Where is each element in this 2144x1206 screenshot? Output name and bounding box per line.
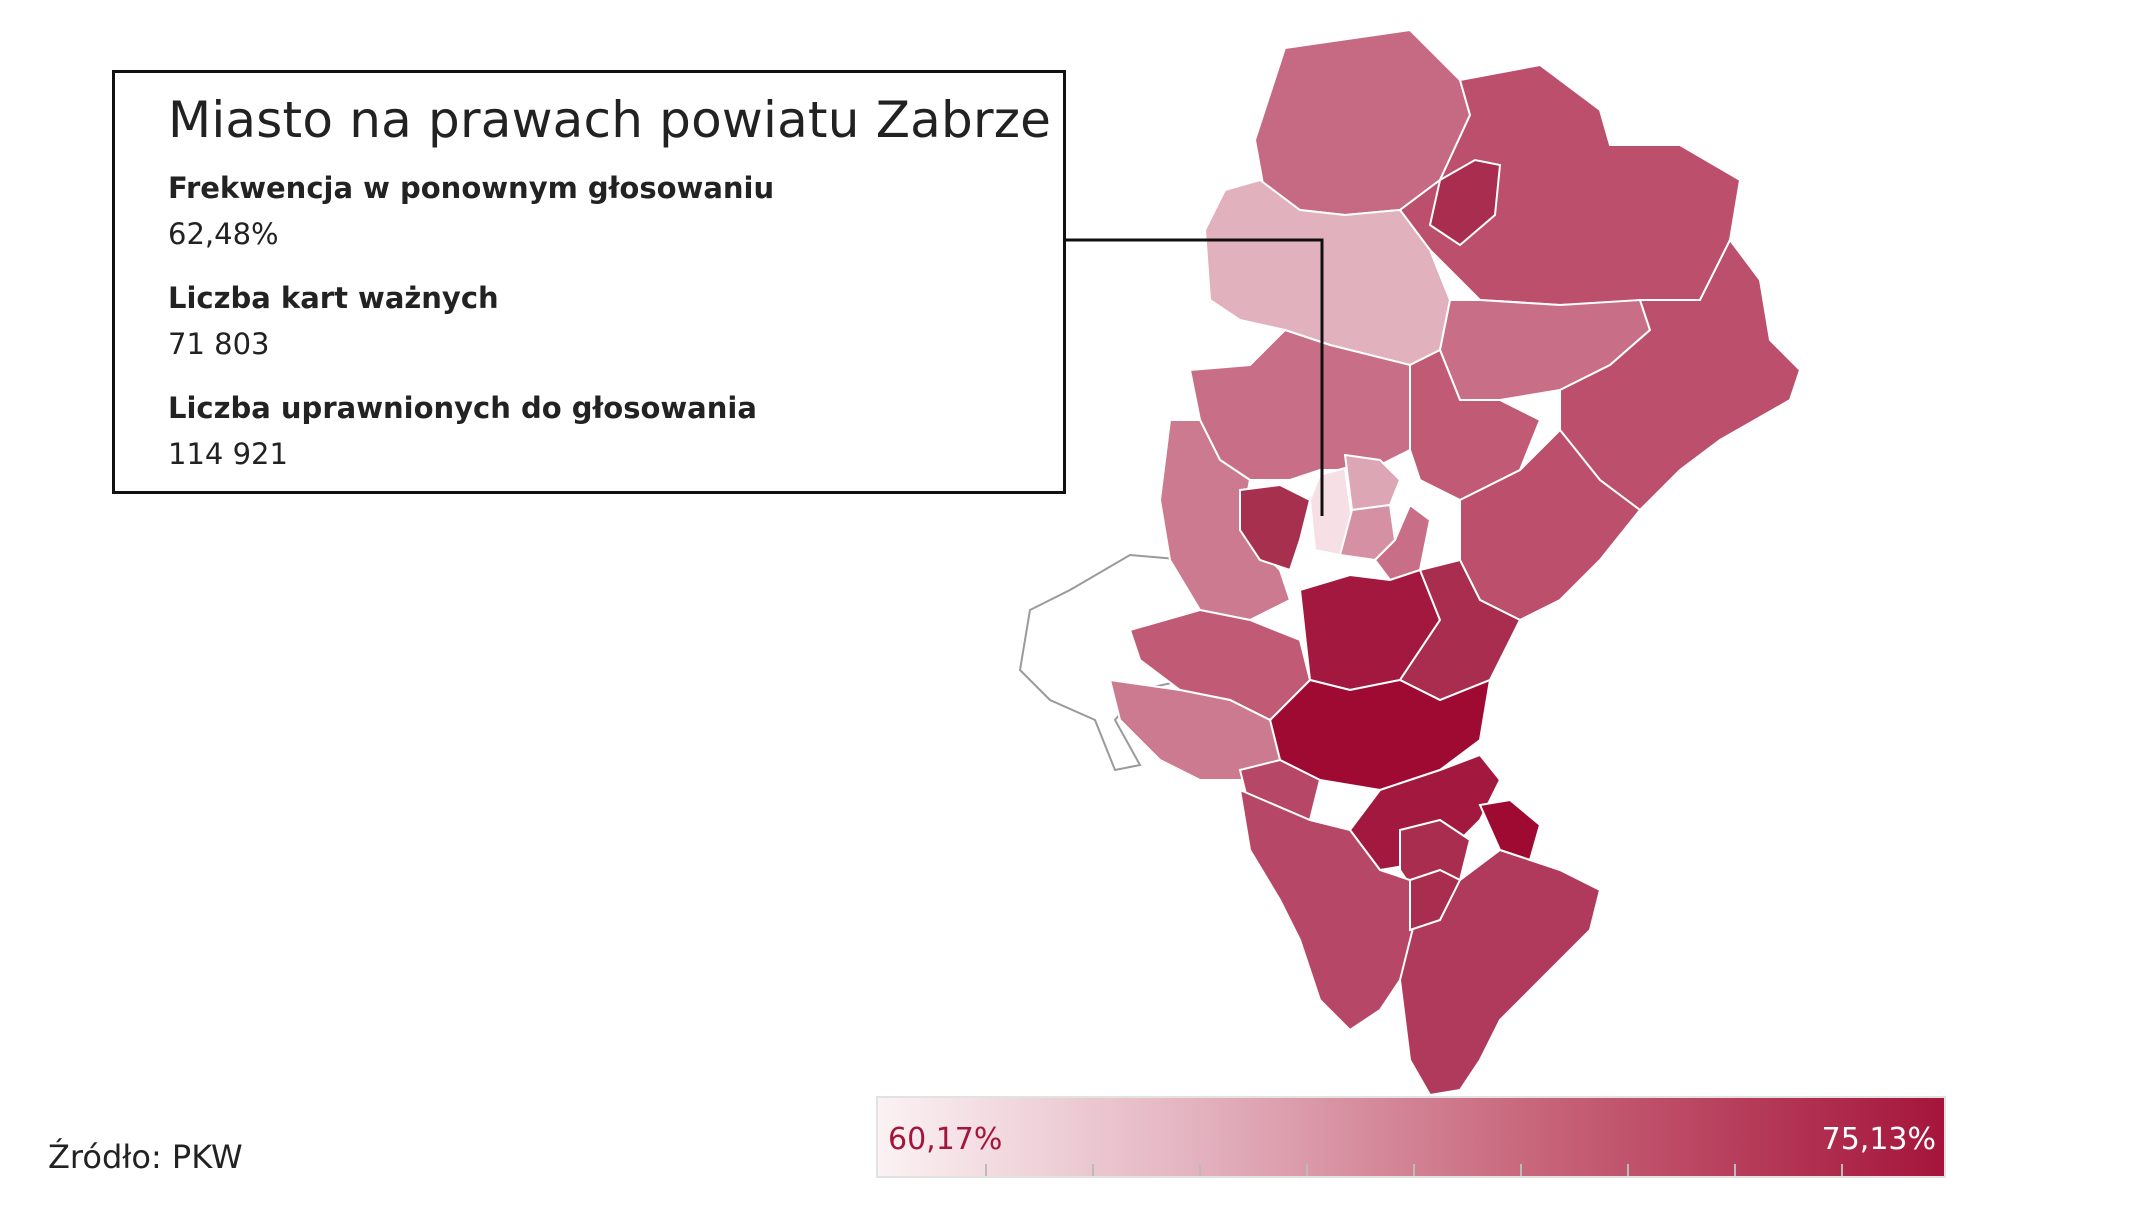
valid-ballots-value: 71 803 [168,327,270,361]
region-east-large[interactable] [1559,238,1802,512]
legend-tick [1092,1164,1094,1176]
legend-min-label: 60,17% [888,1122,1003,1157]
eligible-voters-label: Liczba uprawnionych do głosowania [168,391,757,425]
legend-tick [985,1164,987,1176]
region-south-east-mountain[interactable] [1398,848,1602,1097]
eligible-voters-value: 114 921 [168,437,288,471]
callout-leader-line [1066,238,1324,516]
region-bytom[interactable] [1343,453,1402,512]
legend-tick [1199,1164,1201,1176]
legend-tick [1306,1164,1308,1176]
region-south-e[interactable] [1409,868,1462,932]
turnout-value: 62,48% [168,217,279,251]
valid-ballots-label: Liczba kart ważnych [168,281,499,315]
region-north-east-city[interactable] [1428,158,1502,247]
source-note: Źródło: PKW [48,1138,243,1176]
region-south-west-a[interactable] [1128,608,1312,722]
region-west-mid[interactable] [1158,419,1292,622]
region-south-west-mountain[interactable] [1238,788,1422,1032]
tooltip-title: Miasto na prawach powiatu Zabrze [168,91,1052,149]
legend-tick [1841,1164,1843,1176]
legend-tick [1734,1164,1736,1176]
turnout-label: Frekwencja w ponownym głosowaniu [168,171,775,205]
color-legend: 60,17% 75,13% [876,1096,1946,1178]
legend-tick [1413,1164,1415,1176]
region-south-d[interactable] [1478,798,1542,862]
legend-max-label: 75,13% [1821,1122,1936,1157]
region-central-north[interactable] [1409,348,1542,502]
region-gliwice[interactable] [1239,483,1312,572]
legend-tick [1627,1164,1629,1176]
region-tooltip: Miasto na prawach powiatu Zabrze Frekwen… [112,70,1066,494]
legend-tick [1520,1164,1522,1176]
